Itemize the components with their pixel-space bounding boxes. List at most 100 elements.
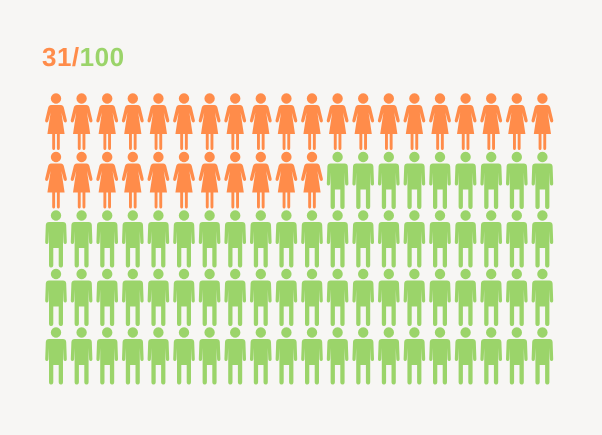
woman-icon — [147, 93, 170, 150]
man-icon — [531, 327, 554, 385]
man-icon — [326, 268, 349, 326]
man-icon — [531, 268, 554, 326]
woman-icon — [45, 93, 67, 150]
man-icon — [506, 151, 528, 209]
man-icon — [173, 210, 195, 268]
man-icon — [378, 327, 400, 385]
man-icon — [122, 210, 144, 268]
woman-icon — [429, 93, 451, 150]
man-icon — [531, 151, 554, 209]
man-icon — [352, 327, 374, 385]
man-icon — [70, 268, 93, 326]
man-icon — [506, 210, 528, 268]
woman-icon — [249, 151, 272, 209]
man-icon — [480, 151, 502, 209]
man-icon — [352, 210, 374, 268]
woman-icon — [198, 151, 221, 209]
man-icon — [45, 268, 67, 326]
woman-icon — [198, 93, 221, 150]
man-icon — [378, 210, 400, 268]
man-icon — [531, 210, 554, 268]
man-icon — [403, 151, 426, 209]
woman-icon — [70, 151, 93, 209]
woman-icon — [275, 151, 298, 209]
woman-icon — [249, 93, 272, 150]
woman-icon — [505, 93, 528, 150]
chart-title: 31/100 — [42, 42, 125, 72]
man-icon — [96, 268, 118, 326]
man-icon — [275, 210, 298, 268]
man-icon — [45, 327, 67, 385]
woman-icon — [45, 151, 67, 209]
woman-icon — [147, 151, 170, 209]
woman-icon — [377, 93, 400, 150]
man-icon — [224, 268, 246, 326]
man-icon — [352, 268, 374, 326]
man-icon — [429, 151, 451, 209]
man-icon — [122, 327, 144, 385]
man-icon — [429, 268, 451, 326]
man-icon — [326, 151, 349, 209]
denominator-label: 100 — [79, 42, 125, 72]
man-icon — [96, 327, 118, 385]
woman-icon — [403, 93, 426, 150]
man-icon — [429, 210, 451, 268]
man-icon — [454, 327, 477, 385]
man-icon — [454, 268, 477, 326]
man-icon — [480, 327, 502, 385]
man-icon — [147, 327, 170, 385]
woman-icon — [480, 93, 503, 150]
man-icon — [403, 268, 426, 326]
woman-icon — [352, 93, 375, 150]
woman-icon — [301, 151, 323, 209]
woman-icon — [121, 151, 144, 209]
man-icon — [352, 151, 374, 209]
man-icon — [506, 268, 528, 326]
man-icon — [301, 268, 323, 326]
man-icon — [198, 210, 221, 268]
woman-icon — [173, 93, 195, 150]
woman-icon — [275, 93, 298, 150]
man-icon — [96, 210, 118, 268]
woman-icon — [121, 93, 144, 150]
man-icon — [454, 151, 477, 209]
woman-icon — [224, 151, 247, 209]
man-icon — [275, 327, 298, 385]
numerator-label: 31 — [42, 42, 72, 72]
man-icon — [173, 268, 195, 326]
man-icon — [403, 210, 426, 268]
woman-icon — [96, 93, 119, 150]
man-icon — [147, 210, 170, 268]
woman-icon — [531, 93, 554, 150]
man-icon — [301, 327, 323, 385]
man-icon — [250, 268, 272, 326]
woman-icon — [301, 93, 323, 150]
man-icon — [506, 327, 528, 385]
man-icon — [326, 327, 349, 385]
man-icon — [275, 268, 298, 326]
man-icon — [480, 268, 502, 326]
man-icon — [45, 210, 67, 268]
woman-icon — [224, 93, 247, 150]
man-icon — [198, 327, 221, 385]
man-icon — [224, 327, 246, 385]
woman-icon — [70, 93, 93, 150]
woman-icon — [454, 93, 477, 150]
man-icon — [250, 327, 272, 385]
man-icon — [403, 327, 426, 385]
man-icon — [147, 268, 170, 326]
man-icon — [122, 268, 144, 326]
man-icon — [454, 210, 477, 268]
man-icon — [173, 327, 195, 385]
man-icon — [326, 210, 349, 268]
man-icon — [70, 327, 93, 385]
man-icon — [378, 151, 400, 209]
man-icon — [70, 210, 93, 268]
man-icon — [301, 210, 323, 268]
separator-label: / — [71, 42, 80, 72]
woman-icon — [173, 151, 195, 209]
woman-icon — [326, 93, 349, 150]
man-icon — [378, 268, 400, 326]
man-icon — [480, 210, 502, 268]
